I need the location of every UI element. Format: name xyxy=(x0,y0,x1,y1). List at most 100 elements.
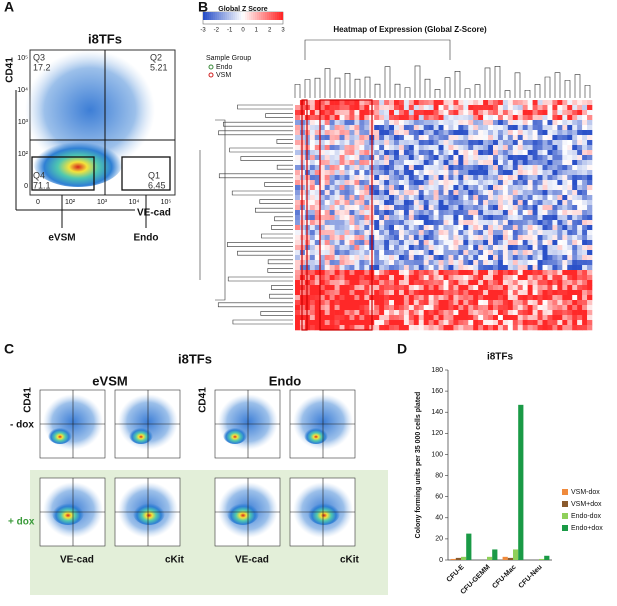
heatmap-cell xyxy=(438,275,444,281)
dendrogram-branch xyxy=(237,104,293,110)
heatmap-cell xyxy=(483,230,489,236)
heatmap-cell xyxy=(339,165,345,171)
heatmap-cell xyxy=(512,290,519,296)
heatmap-cell xyxy=(542,200,548,206)
heatmap-cell xyxy=(483,145,489,151)
heatmap-cell xyxy=(493,285,499,291)
heatmap-cell xyxy=(577,280,583,286)
heatmap-cell xyxy=(329,105,335,111)
heatmap-cell xyxy=(364,225,370,231)
heatmap-cell xyxy=(532,115,538,121)
heatmap-cell xyxy=(522,255,528,261)
x-tick-label: 10² xyxy=(65,199,76,206)
heatmap-cell xyxy=(379,140,385,146)
heatmap-cell xyxy=(532,145,538,151)
colorbar-cell xyxy=(229,12,232,20)
heatmap-cell xyxy=(384,325,390,331)
legend-label: Endo-dox xyxy=(571,513,601,520)
heatmap-cell xyxy=(423,135,429,141)
heatmap-cell xyxy=(527,180,533,186)
heatmap-cell xyxy=(344,260,350,266)
heatmap-cell xyxy=(512,175,519,181)
heatmap-cell xyxy=(319,300,325,306)
heatmap-cell xyxy=(379,215,385,221)
heatmap-cell xyxy=(334,275,340,281)
heatmap-cell xyxy=(295,135,301,141)
heatmap-cell xyxy=(572,135,578,141)
heatmap-cell xyxy=(547,175,553,181)
colorbar-cell xyxy=(223,12,226,20)
heatmap-cell xyxy=(309,225,316,231)
heatmap-cell xyxy=(552,230,558,236)
heatmap-cell xyxy=(314,105,321,111)
dendrogram-branch xyxy=(444,77,451,98)
heatmap-cell xyxy=(512,190,519,196)
heatmap-cell xyxy=(408,215,415,221)
heatmap-cell xyxy=(493,110,499,116)
heatmap-cell xyxy=(493,125,499,131)
colorbar-cell xyxy=(239,12,242,20)
heatmap-cell xyxy=(319,315,325,321)
heatmap-cell xyxy=(364,165,370,171)
heatmap-cell xyxy=(379,160,385,166)
heatmap-cell xyxy=(582,270,588,276)
dendrogram-branch xyxy=(334,77,341,98)
heatmap-cell xyxy=(542,280,548,286)
heatmap-cell xyxy=(309,255,316,261)
heatmap-cell xyxy=(527,265,533,271)
heatmap-cell xyxy=(329,240,335,246)
heatmap-cell xyxy=(398,145,405,151)
heatmap-cell xyxy=(314,230,321,236)
heatmap-cell xyxy=(507,220,514,226)
heatmap-cell xyxy=(463,205,469,211)
heatmap-cell xyxy=(374,100,380,106)
heatmap-cell xyxy=(433,200,439,206)
heatmap-cell xyxy=(379,290,385,296)
heatmap-cell xyxy=(463,105,469,111)
heatmap-cell xyxy=(398,175,405,181)
heatmap-cell xyxy=(577,310,583,316)
heatmap-cell xyxy=(423,105,429,111)
heatmap-cell xyxy=(329,235,335,241)
heatmap-cell xyxy=(488,175,494,181)
heatmap-cell xyxy=(552,135,558,141)
heatmap-cell xyxy=(423,210,429,216)
heatmap-cell xyxy=(349,230,355,236)
heatmap-cell xyxy=(552,115,558,121)
heatmap-cell xyxy=(527,305,533,311)
heatmap-cell xyxy=(502,240,509,246)
heatmap-cell xyxy=(364,120,370,126)
heatmap-cell xyxy=(567,315,573,321)
heatmap-cell xyxy=(522,305,528,311)
heatmap-cell xyxy=(423,150,429,156)
heatmap-cell xyxy=(507,145,514,151)
colorbar-cell xyxy=(203,12,206,20)
heatmap-cell xyxy=(413,240,420,246)
heatmap-cell xyxy=(339,265,345,271)
heatmap-cell xyxy=(448,120,454,126)
heatmap-cell xyxy=(527,300,533,306)
colorbar-cell xyxy=(231,12,234,20)
heatmap-cell xyxy=(384,135,390,141)
heatmap-cell xyxy=(547,190,553,196)
heatmap-cell xyxy=(507,190,514,196)
heatmap-cell xyxy=(349,140,355,146)
heatmap-cell xyxy=(389,270,395,276)
heatmap-cell xyxy=(572,210,578,216)
heatmap-cell xyxy=(527,110,533,116)
heatmap-cell xyxy=(359,240,365,246)
heatmap-cell xyxy=(384,120,390,126)
heatmap-cell xyxy=(379,255,385,261)
heatmap-cell xyxy=(507,280,514,286)
heatmap-cell xyxy=(314,135,321,141)
heatmap-cell xyxy=(582,140,588,146)
heatmap-cell xyxy=(334,245,340,251)
heatmap-cell xyxy=(403,150,410,156)
heatmap-cell xyxy=(339,210,345,216)
heatmap-cell xyxy=(398,275,405,281)
heatmap-cell xyxy=(517,165,523,171)
heatmap-cell xyxy=(314,100,321,106)
heatmap-cell xyxy=(344,195,350,201)
heatmap-cell xyxy=(394,180,400,186)
heatmap-cell xyxy=(413,185,420,191)
